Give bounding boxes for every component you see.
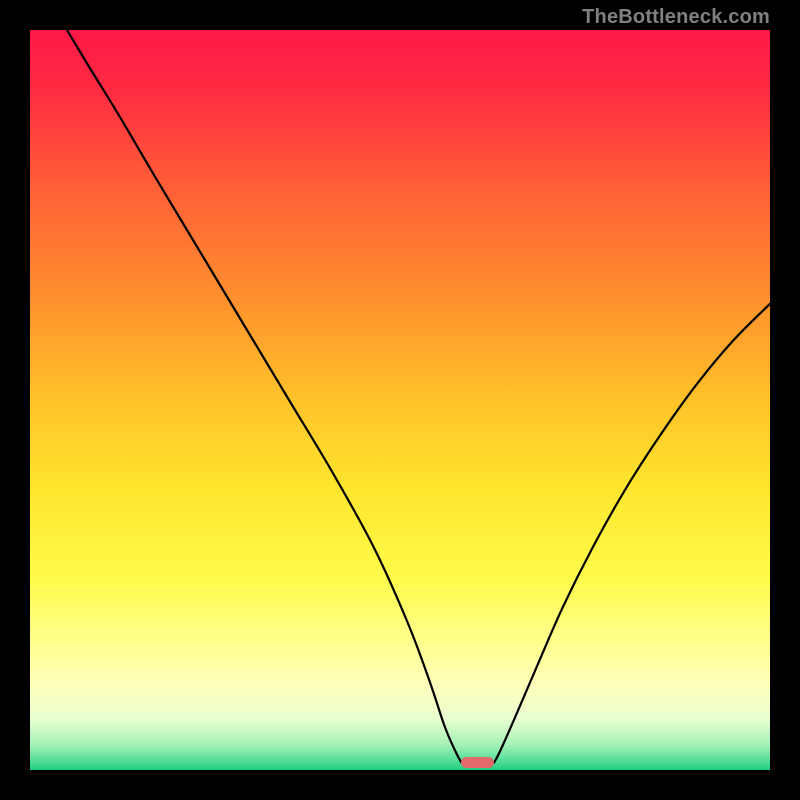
chart-svg <box>30 30 770 770</box>
gradient-background <box>30 30 770 770</box>
chart-frame: TheBottleneck.com <box>0 0 800 800</box>
minimum-marker <box>461 757 494 769</box>
plot-area <box>30 30 770 770</box>
attribution-text: TheBottleneck.com <box>582 6 770 29</box>
